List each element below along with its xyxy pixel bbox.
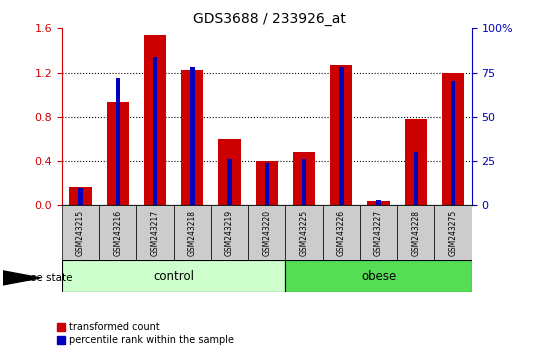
FancyBboxPatch shape [360,205,397,260]
Bar [218,139,241,205]
Bar [339,67,343,205]
Bar [302,159,306,205]
Text: GSM243216: GSM243216 [113,210,122,256]
FancyBboxPatch shape [286,205,323,260]
FancyBboxPatch shape [323,205,360,260]
Text: GSM243220: GSM243220 [262,210,271,256]
Bar [265,163,269,205]
Text: GDS3688 / 233926_at: GDS3688 / 233926_at [193,12,346,27]
Bar [255,161,278,205]
Bar [78,188,83,205]
FancyBboxPatch shape [286,260,472,292]
FancyBboxPatch shape [211,205,248,260]
FancyBboxPatch shape [174,205,211,260]
Bar [405,119,427,205]
Text: obese: obese [361,270,396,282]
Text: GSM243219: GSM243219 [225,210,234,256]
Bar [70,187,92,205]
FancyBboxPatch shape [62,205,99,260]
Text: GSM243218: GSM243218 [188,210,197,256]
Bar [107,102,129,205]
FancyBboxPatch shape [397,205,434,260]
Bar [442,73,464,205]
Text: GSM243275: GSM243275 [448,210,458,256]
Bar [190,67,195,205]
Text: GSM243225: GSM243225 [300,210,308,256]
Bar [413,152,418,205]
Bar [293,152,315,205]
Bar [376,200,381,205]
Bar [181,70,204,205]
Text: GSM243227: GSM243227 [374,210,383,256]
Text: GSM243217: GSM243217 [150,210,160,256]
Text: GSM243226: GSM243226 [337,210,346,256]
Bar [115,78,120,205]
Polygon shape [3,271,40,285]
Bar [368,201,390,205]
Text: GSM243215: GSM243215 [76,210,85,256]
FancyBboxPatch shape [99,205,136,260]
FancyBboxPatch shape [62,260,286,292]
Text: control: control [153,270,194,282]
Bar [144,35,166,205]
FancyBboxPatch shape [248,205,286,260]
Text: GSM243228: GSM243228 [411,210,420,256]
Bar [227,159,232,205]
Text: disease state: disease state [3,273,72,283]
Bar [451,81,455,205]
Legend: transformed count, percentile rank within the sample: transformed count, percentile rank withi… [53,319,238,349]
Bar [153,57,157,205]
Bar [330,65,353,205]
FancyBboxPatch shape [434,205,472,260]
FancyBboxPatch shape [136,205,174,260]
